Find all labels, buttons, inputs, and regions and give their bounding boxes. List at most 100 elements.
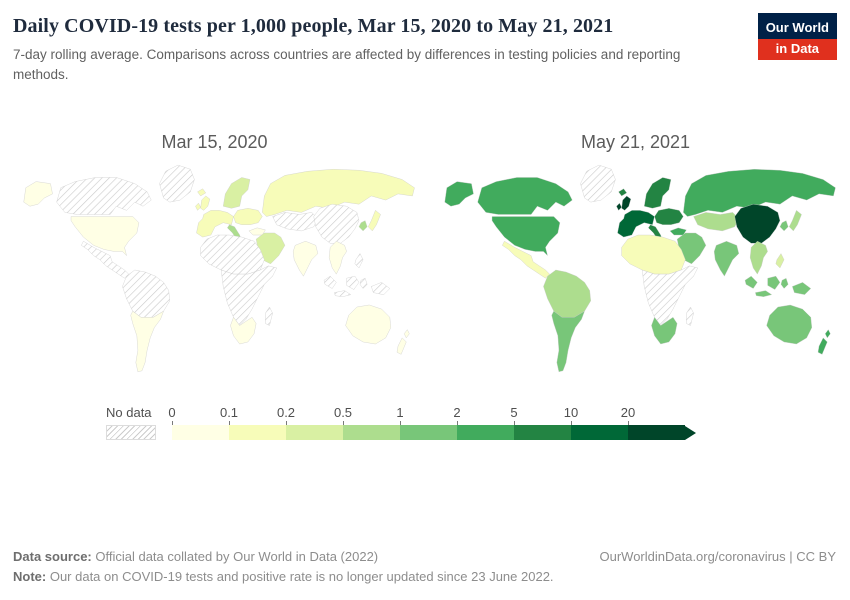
region-iceland[interactable] [617, 188, 627, 197]
legend-bins-wrap: 0 0.1 0.2 0.5 1 2 5 10 20 [168, 405, 696, 441]
region-greenland[interactable] [158, 165, 195, 203]
region-greenland[interactable] [579, 165, 616, 203]
legend-bin[interactable]: 0 [168, 405, 229, 441]
owid-logo-line1: Our World [765, 20, 829, 35]
region-scandinavia[interactable] [643, 177, 671, 209]
legend-tick-label: 20 [620, 405, 636, 421]
legend-bin[interactable]: 10 [564, 405, 628, 441]
region-alaska[interactable] [23, 181, 53, 207]
region-madagascar[interactable] [685, 306, 694, 326]
data-source-label: Data source: [13, 549, 92, 564]
map-legend: No data 0 0.1 0.2 0.5 1 2 5 10 20 [106, 405, 850, 441]
region-western-europe[interactable] [195, 210, 234, 238]
legend-tick-label: 0.2 [276, 405, 296, 421]
legend-no-data-label: No data [106, 405, 152, 421]
region-japan[interactable] [788, 210, 802, 232]
legend-no-data[interactable]: No data [106, 405, 156, 441]
region-uk-ireland[interactable] [615, 195, 631, 211]
region-mexico-central-america[interactable] [501, 241, 550, 279]
map-panel-2021: May 21, 2021 [425, 132, 846, 379]
region-australia[interactable] [765, 304, 812, 345]
no-data-hatch-swatch[interactable] [106, 425, 156, 441]
legend-bin[interactable]: 20 [621, 405, 685, 441]
region-china[interactable] [313, 204, 359, 244]
owid-logo[interactable]: Our World in Data [757, 13, 837, 61]
map-panel-2020: Mar 15, 2020 [4, 132, 425, 379]
legend-bin[interactable]: 0.5 [334, 405, 400, 441]
region-indonesia[interactable] [744, 276, 811, 298]
region-southern-africa[interactable] [229, 317, 256, 345]
region-iceland[interactable] [196, 188, 206, 197]
region-scandinavia[interactable] [222, 177, 250, 209]
region-sub-saharan-africa[interactable] [220, 265, 277, 326]
region-madagascar[interactable] [264, 306, 273, 326]
region-usa[interactable] [491, 216, 560, 257]
region-indonesia[interactable] [323, 276, 390, 298]
world-map-2021[interactable] [425, 161, 846, 379]
owid-link[interactable]: OurWorldinData.org/coronavirus | CC BY [599, 549, 836, 564]
region-eastern-europe[interactable] [653, 208, 684, 226]
region-india[interactable] [292, 241, 318, 277]
legend-tick-label: 2 [453, 405, 461, 421]
footer: Data source: Official data collated by O… [0, 537, 850, 600]
region-south-america-north[interactable] [121, 269, 170, 318]
region-alaska[interactable] [444, 181, 474, 207]
region-mexico-central-america[interactable] [80, 241, 129, 279]
region-india[interactable] [713, 241, 739, 277]
region-western-europe[interactable] [616, 210, 655, 238]
legend-tick-label: 0.5 [333, 405, 353, 421]
legend-bin[interactable]: 0.2 [277, 405, 343, 441]
region-philippines[interactable] [354, 253, 363, 269]
region-south-america-south[interactable] [129, 310, 164, 373]
region-korea[interactable] [779, 220, 788, 232]
legend-bin[interactable]: 0.1 [220, 405, 286, 441]
region-south-america-north[interactable] [542, 269, 591, 318]
region-north-africa[interactable] [620, 234, 686, 275]
page-title: Daily COVID-19 tests per 1,000 people, M… [13, 15, 614, 37]
region-uk-ireland[interactable] [194, 195, 210, 211]
header-text: Daily COVID-19 tests per 1,000 people, M… [13, 13, 689, 84]
legend-bin[interactable]: 5 [510, 405, 571, 441]
region-new-zealand[interactable] [817, 329, 831, 355]
maps-section: Mar 15, 2020 May 21, 2021 [0, 132, 850, 379]
region-southeast-asia[interactable] [328, 241, 347, 275]
region-new-zealand[interactable] [396, 329, 410, 355]
region-canada[interactable] [476, 177, 572, 215]
region-sub-saharan-africa[interactable] [641, 265, 698, 326]
region-eastern-europe[interactable] [232, 208, 263, 226]
legend-tick-label: 1 [396, 405, 404, 421]
region-usa[interactable] [70, 216, 139, 257]
region-philippines[interactable] [775, 253, 784, 269]
legend-tick-label: 0.1 [219, 405, 239, 421]
region-canada[interactable] [55, 177, 151, 215]
region-north-africa[interactable] [199, 234, 265, 275]
legend-bin[interactable]: 1 [396, 405, 457, 441]
region-russia[interactable] [261, 169, 415, 217]
legend-arrow-tip [685, 426, 696, 441]
region-south-america-south[interactable] [550, 310, 585, 373]
legend-tick-label: 5 [510, 405, 518, 421]
legend-bin[interactable]: 2 [453, 405, 514, 441]
region-central-asia[interactable] [692, 212, 739, 232]
page-subtitle: 7-day rolling average. Comparisons acros… [13, 47, 681, 82]
region-turkey[interactable] [669, 227, 687, 236]
note-label: Note: [13, 568, 47, 584]
note-line: Note: Our data on COVID-19 tests and pos… [13, 567, 836, 587]
region-southern-africa[interactable] [650, 317, 677, 345]
footer-row: Data source: Official data collated by O… [13, 547, 836, 567]
map-label-2020: Mar 15, 2020 [161, 132, 268, 153]
note-text: Our data on COVID-19 tests and positive … [46, 568, 554, 584]
region-central-asia[interactable] [271, 212, 318, 232]
region-australia[interactable] [344, 304, 391, 345]
legend-tick-label: 10 [563, 405, 579, 421]
legend-bins: 0 0.1 0.2 0.5 1 2 5 10 20 [168, 405, 685, 441]
region-china[interactable] [734, 204, 780, 244]
region-southeast-asia[interactable] [749, 241, 768, 275]
data-source-line: Data source: Official data collated by O… [13, 547, 378, 567]
region-turkey[interactable] [248, 227, 266, 236]
region-korea[interactable] [358, 220, 367, 232]
region-russia[interactable] [682, 169, 836, 217]
legend-tick-label: 0 [168, 405, 176, 421]
region-japan[interactable] [367, 210, 381, 232]
world-map-2020[interactable] [4, 161, 425, 379]
